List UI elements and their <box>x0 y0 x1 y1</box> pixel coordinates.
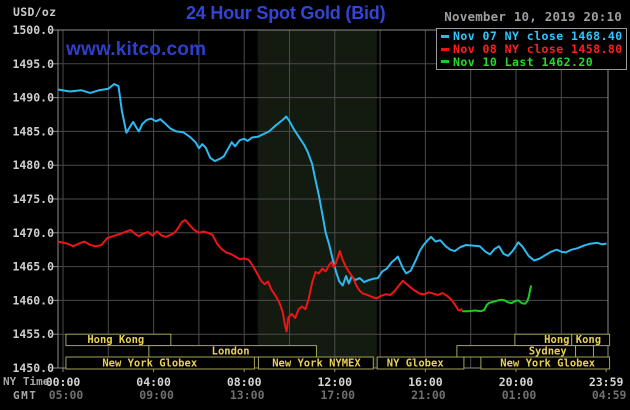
session-box <box>65 356 255 370</box>
y-tick-label: 1465.0 <box>12 260 54 274</box>
chart-datetime-label: November 10, 2019 20:10 <box>444 9 622 24</box>
nov07-line-swatch-icon <box>441 34 449 38</box>
y-tick-label: 1475.0 <box>12 192 54 206</box>
x-tick-label-gmt: 21:00 <box>411 388 446 402</box>
x-axis-name-ny-time: NY Time <box>3 375 50 388</box>
y-tick-label: 1485.0 <box>12 124 54 138</box>
session-box <box>257 356 374 370</box>
y-tick-label: 1460.0 <box>12 293 54 307</box>
session-label: Sydney <box>529 346 568 358</box>
x-tick-label-ny: 00:00 <box>46 375 81 389</box>
x-tick-label-gmt: 04:59 <box>592 388 627 402</box>
nov10-line <box>462 285 533 313</box>
x-tick-label-gmt: 17:00 <box>320 388 355 402</box>
y-tick-label: 1500.0 <box>12 23 54 37</box>
x-tick-label-gmt: 01:00 <box>502 388 537 402</box>
x-tick-label-ny: 08:00 <box>227 375 262 389</box>
page-title: 24 Hour Spot Gold (Bid) <box>186 3 386 23</box>
session-label: New York Globex <box>500 358 596 370</box>
legend-item-label: Nov 07 NY close 1468.40 <box>453 29 623 44</box>
legend-box: Nov 07 NY close 1468.40 Nov 08 NY close … <box>436 28 627 70</box>
y-tick-label: 1480.0 <box>12 158 54 172</box>
nov07-line <box>57 83 607 287</box>
nov08-line-swatch-icon <box>441 47 449 51</box>
session-label: London <box>212 346 250 358</box>
x-tick-label-gmt: 05:00 <box>49 388 84 402</box>
legend-item-nov10: Nov 10 Last 1462.20 <box>437 55 626 68</box>
session-label: New York Globex <box>102 358 198 370</box>
session-label: New York NYMEX <box>272 358 361 370</box>
x-tick-label-ny: 23:59 <box>589 375 624 389</box>
y-tick-label: 1495.0 <box>12 57 54 71</box>
legend-item-label: Nov 08 NY close 1458.80 <box>453 42 623 57</box>
session-label: Hong Kong <box>544 334 601 346</box>
session-label: NY Globex <box>387 358 445 370</box>
y-tick-label: 1490.0 <box>12 91 54 105</box>
x-tick-label-ny: 04:00 <box>136 375 171 389</box>
x-tick-label-ny: 12:00 <box>317 375 352 389</box>
y-tick-label: 1455.0 <box>12 327 54 341</box>
session-label: Hong Kong <box>87 334 144 346</box>
y-tick-label: 1470.0 <box>12 226 54 240</box>
x-tick-label-ny: 20:00 <box>499 375 534 389</box>
x-tick-label-ny: 16:00 <box>408 375 443 389</box>
session-box <box>575 345 594 358</box>
session-box <box>376 356 465 370</box>
legend-item-nov08: Nov 08 NY close 1458.80 <box>437 43 626 56</box>
legend-item-label: Nov 10 Last 1462.20 <box>453 54 594 69</box>
x-tick-label-gmt: 09:00 <box>139 388 174 402</box>
kitco-watermark: www.kitco.com <box>66 39 207 60</box>
session-box <box>480 356 611 370</box>
nov10-line-swatch-icon <box>441 60 449 64</box>
legend-item-nov07: Nov 07 NY close 1468.40 <box>437 30 626 43</box>
y-tick-label: 1450.0 <box>12 361 54 375</box>
y-axis-units-label: USD/oz <box>13 5 57 19</box>
session-box <box>65 333 172 347</box>
nov08-line <box>57 219 463 333</box>
x-tick-label-gmt: 13:00 <box>230 388 265 402</box>
x-axis-name-gmt: GMT <box>13 389 38 402</box>
